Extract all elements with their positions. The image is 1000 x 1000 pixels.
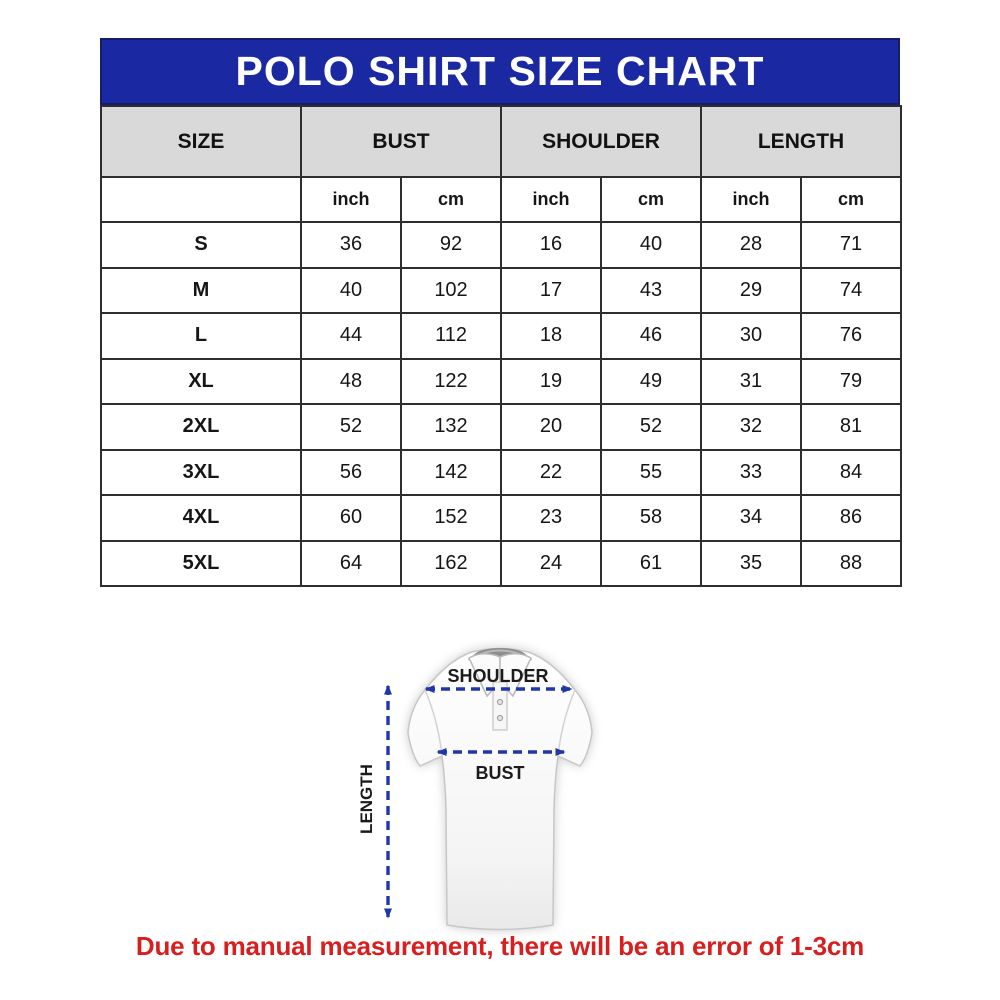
value-cell: 79: [800, 357, 903, 405]
value-cell: 61: [600, 539, 703, 587]
placket-button: [496, 714, 504, 722]
value-cell: 33: [700, 448, 803, 496]
value-cell: 92: [399, 221, 503, 269]
header-shoulder: SHOULDER: [500, 105, 703, 178]
value-cell: 55: [600, 448, 703, 496]
size-cell: S: [100, 221, 302, 269]
unit-cell: inch: [500, 176, 603, 223]
table-row: S 36 92 16 40 28 71: [100, 221, 903, 269]
value-cell: 162: [399, 539, 503, 587]
table-row: 5XL 64 162 24 61 35 88: [100, 539, 903, 587]
units-empty-cell: [100, 176, 302, 223]
value-cell: 81: [800, 403, 903, 451]
value-cell: 74: [800, 266, 903, 314]
value-cell: 29: [700, 266, 803, 314]
table-row: L 44 112 18 46 30 76: [100, 312, 903, 360]
unit-cell: cm: [800, 176, 903, 223]
unit-cell: cm: [600, 176, 703, 223]
value-cell: 19: [500, 357, 603, 405]
value-cell: 49: [600, 357, 703, 405]
table-row: 3XL 56 142 22 55 33 84: [100, 448, 903, 496]
value-cell: 86: [800, 494, 903, 542]
bust-label: BUST: [476, 763, 525, 783]
value-cell: 102: [399, 266, 503, 314]
value-cell: 18: [500, 312, 603, 360]
size-cell: 4XL: [100, 494, 302, 542]
value-cell: 16: [500, 221, 603, 269]
header-bust: BUST: [299, 105, 503, 178]
value-cell: 24: [500, 539, 603, 587]
value-cell: 32: [700, 403, 803, 451]
shoulder-label: SHOULDER: [447, 666, 548, 686]
value-cell: 122: [399, 357, 503, 405]
value-cell: 48: [300, 357, 402, 405]
value-cell: 35: [700, 539, 803, 587]
button-placket: [492, 681, 508, 731]
value-cell: 43: [600, 266, 703, 314]
placket-button: [496, 698, 504, 706]
value-cell: 28: [700, 221, 803, 269]
size-cell: 2XL: [100, 403, 302, 451]
value-cell: 40: [300, 266, 402, 314]
unit-cell: inch: [300, 176, 402, 223]
value-cell: 142: [399, 448, 503, 496]
shirt-measurement-diagram: SHOULDER BUST LENGTH: [350, 638, 650, 938]
measurement-error-note: Due to manual measurement, there will be…: [135, 931, 865, 961]
value-cell: 17: [500, 266, 603, 314]
value-cell: 112: [399, 312, 503, 360]
value-cell: 88: [800, 539, 903, 587]
value-cell: 152: [399, 494, 503, 542]
value-cell: 46: [600, 312, 703, 360]
size-chart-table: SIZE BUST SHOULDER LENGTH inch cm inch c…: [100, 105, 903, 587]
value-cell: 52: [300, 403, 402, 451]
shirt-body: [407, 647, 593, 931]
table-row: M 40 102 17 43 29 74: [100, 266, 903, 314]
page-title: POLO SHIRT SIZE CHART: [235, 48, 765, 94]
table-row: XL 48 122 19 49 31 79: [100, 357, 903, 405]
unit-cell: cm: [399, 176, 503, 223]
table-header-row: SIZE BUST SHOULDER LENGTH: [100, 105, 903, 178]
size-cell: XL: [100, 357, 302, 405]
size-cell: 3XL: [100, 448, 302, 496]
table-row: 4XL 60 152 23 58 34 86: [100, 494, 903, 542]
value-cell: 36: [300, 221, 402, 269]
value-cell: 44: [300, 312, 402, 360]
header-size: SIZE: [100, 105, 302, 178]
value-cell: 132: [399, 403, 503, 451]
value-cell: 56: [300, 448, 402, 496]
value-cell: 30: [700, 312, 803, 360]
unit-cell: inch: [700, 176, 803, 223]
value-cell: 60: [300, 494, 402, 542]
size-cell: M: [100, 266, 302, 314]
value-cell: 71: [800, 221, 903, 269]
polo-shirt-illustration: [407, 647, 593, 931]
value-cell: 52: [600, 403, 703, 451]
value-cell: 22: [500, 448, 603, 496]
value-cell: 31: [700, 357, 803, 405]
value-cell: 20: [500, 403, 603, 451]
value-cell: 76: [800, 312, 903, 360]
value-cell: 23: [500, 494, 603, 542]
title-bar: POLO SHIRT SIZE CHART: [100, 38, 900, 105]
length-label: LENGTH: [357, 764, 376, 834]
value-cell: 64: [300, 539, 402, 587]
table-row: 2XL 52 132 20 52 32 81: [100, 403, 903, 451]
value-cell: 84: [800, 448, 903, 496]
value-cell: 58: [600, 494, 703, 542]
units-row: inch cm inch cm inch cm: [100, 176, 903, 223]
header-length: LENGTH: [700, 105, 903, 178]
size-cell: 5XL: [100, 539, 302, 587]
value-cell: 40: [600, 221, 703, 269]
value-cell: 34: [700, 494, 803, 542]
size-cell: L: [100, 312, 302, 360]
